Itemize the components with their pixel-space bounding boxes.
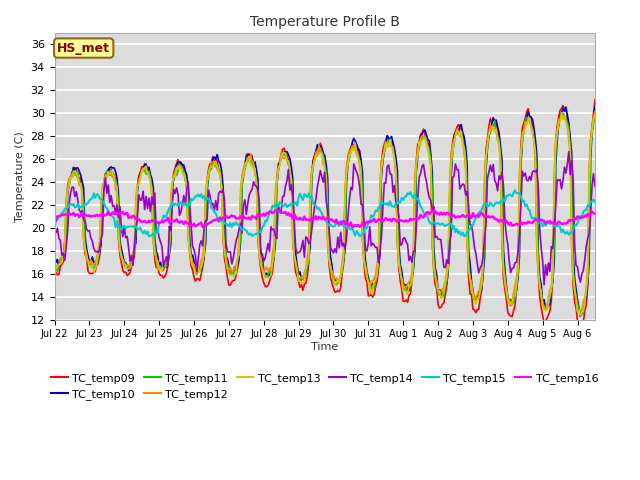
Line: TC_temp15: TC_temp15 bbox=[54, 190, 611, 236]
TC_temp14 bbox=[447, 232, 455, 238]
TC_temp09 bbox=[530, 132, 538, 137]
TC_temp10 bbox=[337, 274, 344, 279]
TC_temp11 bbox=[87, 260, 95, 265]
TC_temp11 bbox=[70, 168, 77, 174]
TC_temp13 bbox=[70, 170, 77, 176]
TC_temp13 bbox=[337, 273, 344, 279]
Text: HS_met: HS_met bbox=[57, 42, 110, 55]
TC_temp16 bbox=[339, 219, 346, 225]
TC_temp15 bbox=[607, 196, 615, 202]
TC_temp14 bbox=[607, 256, 615, 262]
TC_temp09 bbox=[51, 269, 58, 275]
TC_temp09 bbox=[70, 168, 77, 173]
TC_temp12 bbox=[87, 257, 95, 263]
TC_temp12 bbox=[607, 295, 615, 300]
TC_temp12 bbox=[575, 307, 583, 313]
TC_temp14 bbox=[337, 229, 344, 235]
TC_temp14 bbox=[87, 235, 95, 241]
TC_temp10 bbox=[530, 125, 538, 131]
TC_temp10 bbox=[51, 252, 58, 258]
TC_temp10 bbox=[607, 286, 615, 291]
TC_temp15 bbox=[337, 218, 344, 224]
TC_temp10 bbox=[577, 313, 584, 319]
Line: TC_temp14: TC_temp14 bbox=[54, 152, 611, 285]
TC_temp13 bbox=[87, 263, 95, 268]
TC_temp12 bbox=[530, 137, 538, 143]
TC_temp11 bbox=[530, 136, 538, 142]
TC_temp15 bbox=[533, 217, 541, 223]
TC_temp11 bbox=[594, 105, 602, 110]
TC_temp13 bbox=[607, 300, 615, 306]
TC_temp15 bbox=[460, 233, 468, 239]
TC_temp16 bbox=[70, 210, 77, 216]
TC_temp11 bbox=[607, 297, 615, 302]
Y-axis label: Temperature (C): Temperature (C) bbox=[15, 131, 25, 222]
TC_temp09 bbox=[605, 303, 613, 309]
TC_temp14 bbox=[70, 184, 77, 190]
Legend: TC_temp09, TC_temp10, TC_temp11, TC_temp12, TC_temp13, TC_temp14, TC_temp15, TC_: TC_temp09, TC_temp10, TC_temp11, TC_temp… bbox=[47, 368, 603, 405]
TC_temp15 bbox=[511, 187, 519, 193]
Line: TC_temp09: TC_temp09 bbox=[54, 98, 611, 329]
TC_temp13 bbox=[605, 288, 613, 293]
Line: TC_temp11: TC_temp11 bbox=[54, 108, 611, 314]
TC_temp15 bbox=[87, 196, 95, 202]
TC_temp10 bbox=[594, 100, 602, 106]
TC_temp12 bbox=[447, 152, 455, 157]
TC_temp13 bbox=[593, 106, 600, 111]
TC_temp13 bbox=[530, 138, 538, 144]
TC_temp13 bbox=[447, 158, 455, 164]
TC_temp10 bbox=[70, 165, 77, 170]
TC_temp11 bbox=[578, 312, 586, 317]
TC_temp10 bbox=[605, 277, 613, 283]
TC_temp12 bbox=[51, 259, 58, 265]
TC_temp12 bbox=[337, 272, 344, 278]
TC_temp10 bbox=[87, 261, 95, 267]
TC_temp15 bbox=[605, 196, 613, 202]
TC_temp16 bbox=[349, 224, 356, 230]
Line: TC_temp12: TC_temp12 bbox=[54, 108, 611, 310]
Line: TC_temp13: TC_temp13 bbox=[54, 108, 611, 316]
TC_temp16 bbox=[607, 213, 615, 219]
TC_temp14 bbox=[530, 168, 538, 174]
TC_temp12 bbox=[605, 289, 613, 295]
TC_temp16 bbox=[605, 215, 613, 220]
TC_temp11 bbox=[51, 263, 58, 268]
TC_temp09 bbox=[447, 154, 455, 160]
TC_temp14 bbox=[565, 149, 573, 155]
TC_temp16 bbox=[271, 207, 279, 213]
TC_temp11 bbox=[447, 166, 455, 171]
TC_temp16 bbox=[533, 217, 541, 223]
TC_temp12 bbox=[70, 173, 77, 179]
TC_temp09 bbox=[87, 271, 95, 276]
TC_temp12 bbox=[594, 105, 602, 110]
Line: TC_temp16: TC_temp16 bbox=[54, 210, 611, 227]
TC_temp14 bbox=[540, 282, 548, 288]
TC_temp15 bbox=[51, 224, 58, 230]
TC_temp15 bbox=[447, 221, 455, 227]
TC_temp14 bbox=[51, 230, 58, 236]
TC_temp15 bbox=[70, 201, 77, 207]
TC_temp09 bbox=[578, 326, 586, 332]
Title: Temperature Profile B: Temperature Profile B bbox=[250, 15, 399, 29]
TC_temp13 bbox=[51, 261, 58, 266]
TC_temp11 bbox=[337, 275, 344, 281]
TC_temp10 bbox=[447, 174, 455, 180]
TC_temp16 bbox=[51, 218, 58, 224]
TC_temp16 bbox=[87, 214, 95, 219]
Line: TC_temp10: TC_temp10 bbox=[54, 103, 611, 316]
TC_temp09 bbox=[337, 285, 344, 290]
TC_temp13 bbox=[577, 313, 584, 319]
TC_temp16 bbox=[450, 213, 458, 218]
TC_temp09 bbox=[594, 95, 602, 101]
TC_temp14 bbox=[605, 242, 613, 248]
TC_temp09 bbox=[607, 315, 615, 321]
X-axis label: Time: Time bbox=[311, 342, 339, 352]
TC_temp11 bbox=[605, 289, 613, 295]
